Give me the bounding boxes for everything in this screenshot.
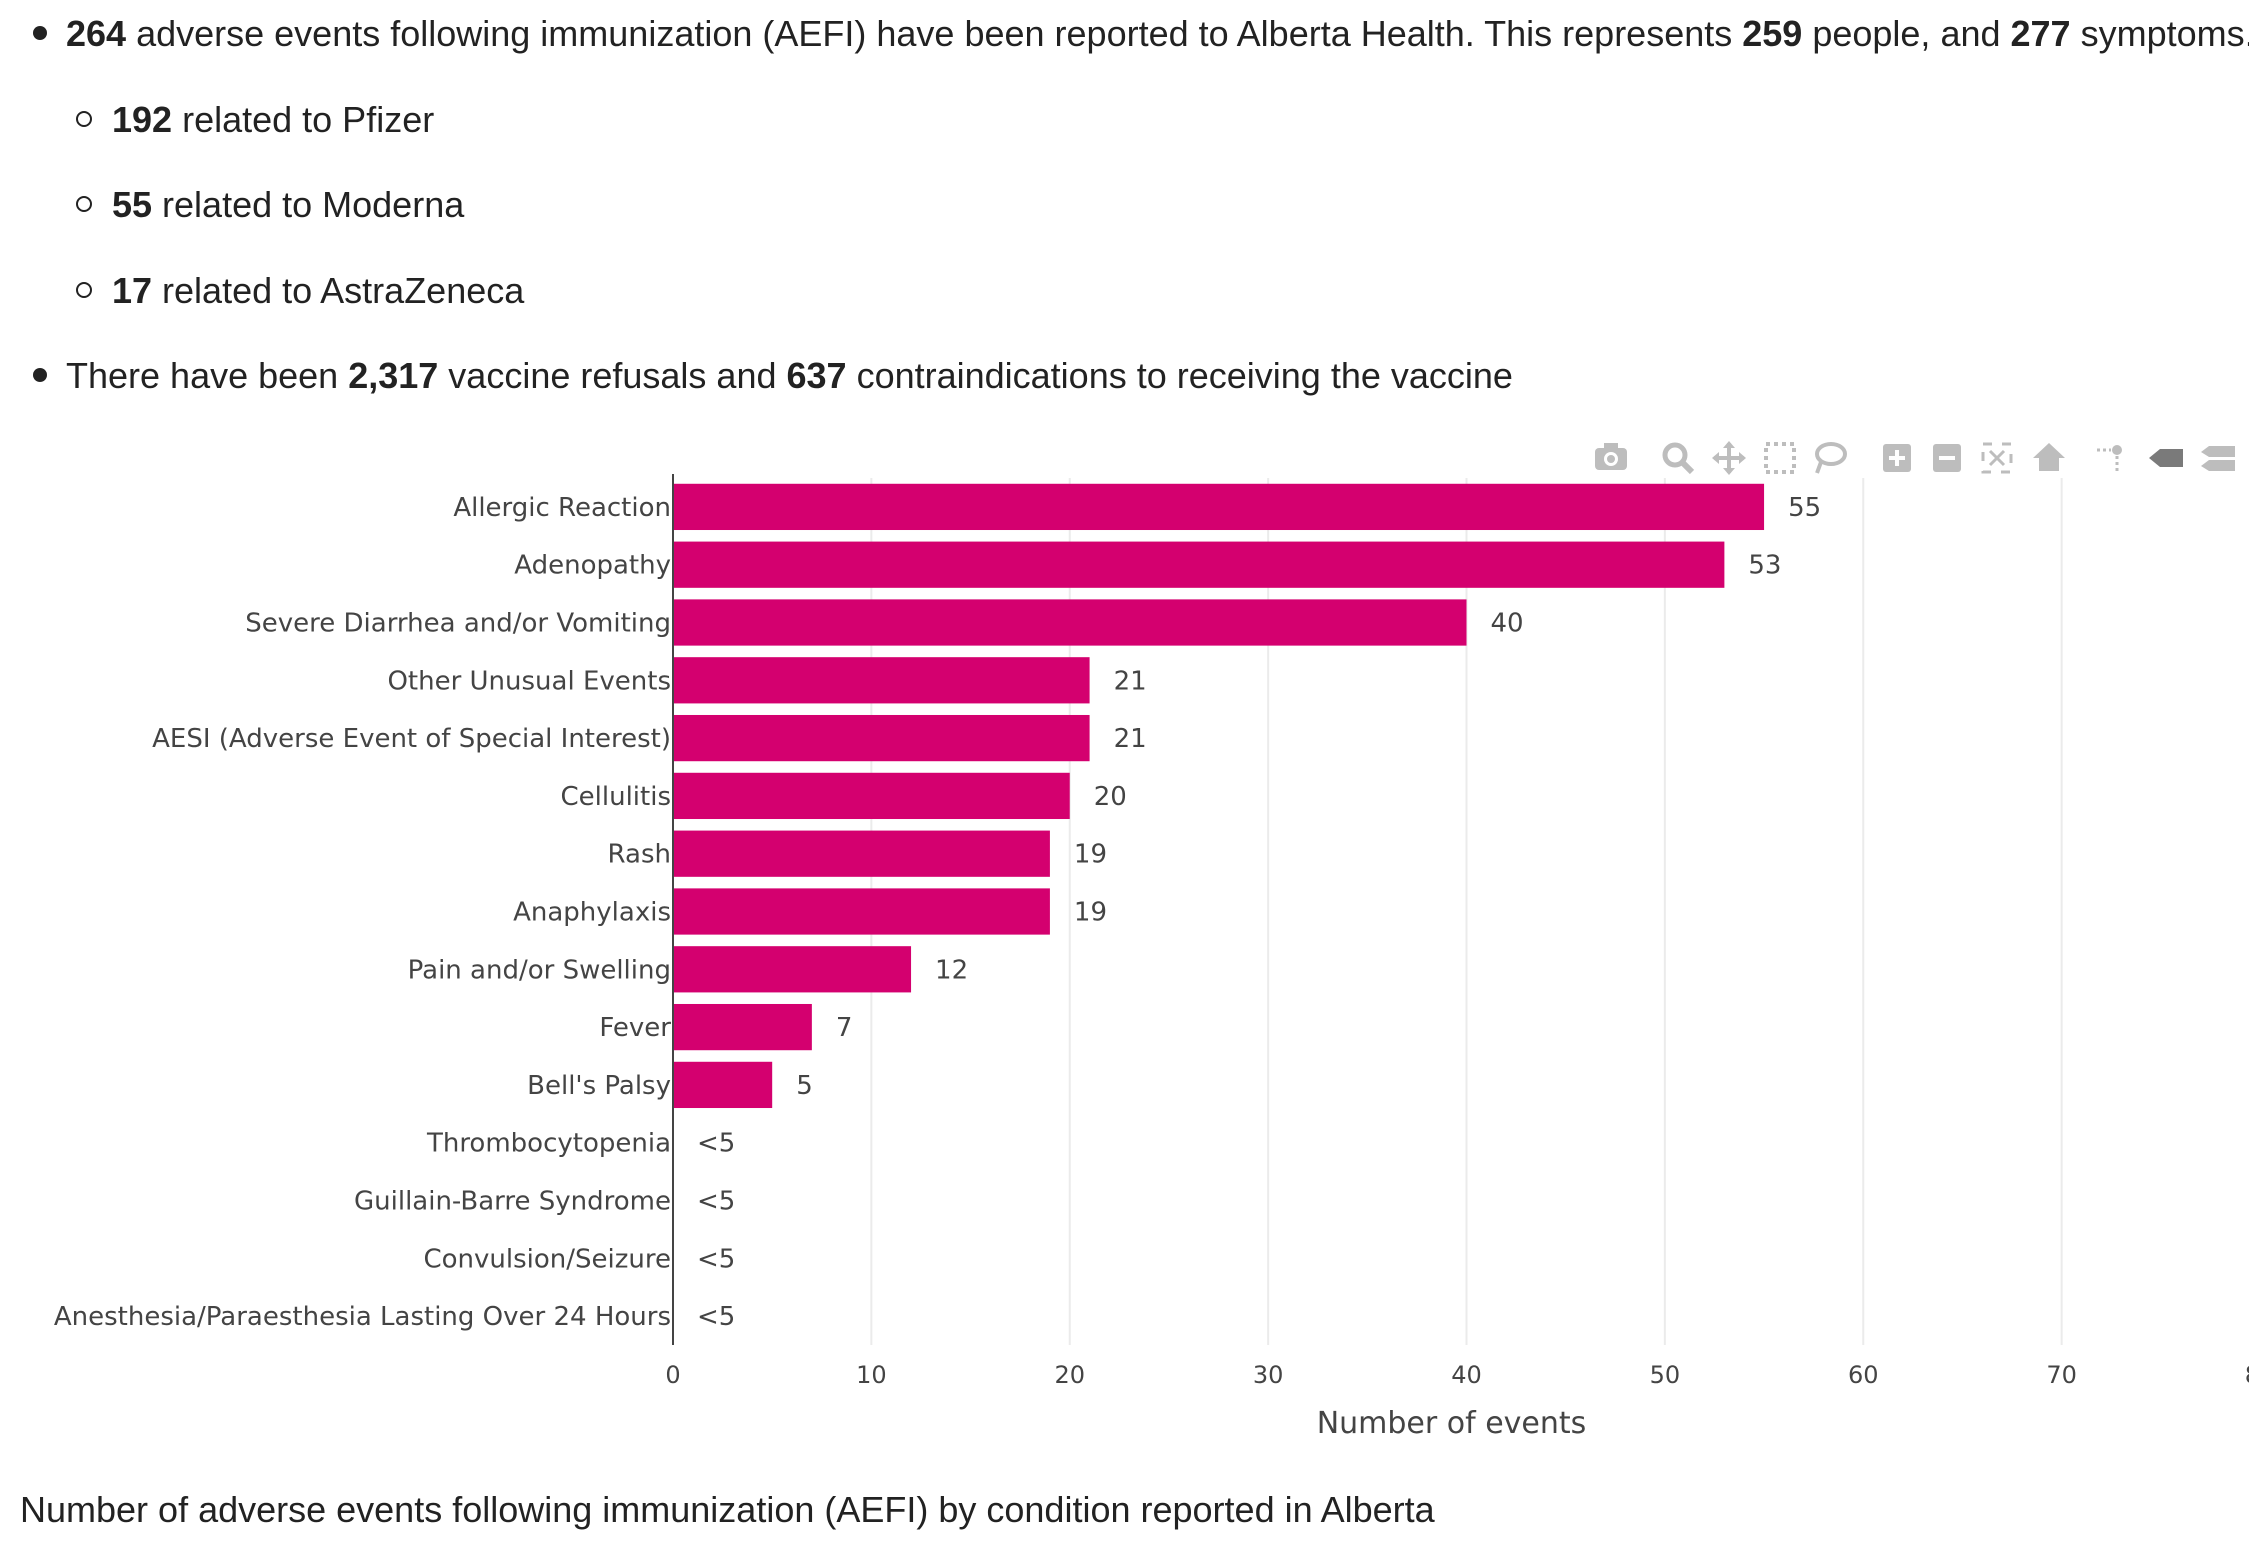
reset-axes-icon[interactable]	[2033, 443, 2065, 471]
category-label: Anaphylaxis	[513, 898, 671, 928]
aefi-summary-line: 264 adverse events following immunizatio…	[66, 14, 2249, 54]
x-tick-label: 60	[1848, 1361, 1879, 1389]
camera-icon[interactable]	[1595, 443, 1627, 470]
moderna-text: related to Moderna	[152, 184, 465, 225]
moderna-count: 55	[112, 184, 153, 225]
bar[interactable]	[673, 1061, 773, 1109]
bar-value-label: 19	[1074, 840, 1107, 870]
sub-bullet-circle	[76, 282, 92, 298]
pfizer-text: related to Pfizer	[172, 99, 435, 140]
bar[interactable]	[673, 599, 1467, 646]
category-label: AESI (Adverse Event of Special Interest)	[152, 724, 671, 754]
category-label: Guillain-Barre Syndrome	[354, 1187, 671, 1217]
category-label: Bell's Palsy	[527, 1071, 671, 1101]
category-label: Other Unusual Events	[387, 666, 671, 696]
bar-value-label: <5	[697, 1187, 735, 1217]
hover-closest-icon[interactable]	[2149, 449, 2183, 467]
zoom-out-icon[interactable]	[1933, 444, 1961, 472]
lasso-select-icon[interactable]	[1815, 442, 1847, 474]
bar[interactable]	[673, 946, 912, 993]
astrazeneca-count: 17	[112, 270, 153, 311]
category-label: Rash	[608, 840, 671, 870]
refusal-summary-line: There have been 2,317 vaccine refusals a…	[66, 356, 1513, 396]
category-label: Severe Diarrhea and/or Vomiting	[245, 609, 671, 639]
bar-value-label: 5	[796, 1071, 813, 1101]
bar-value-label: 40	[1491, 609, 1524, 639]
x-axis-title: Number of events	[1317, 1406, 1587, 1441]
sub-bullet-circle	[76, 111, 92, 127]
bars	[673, 483, 1765, 1109]
spike-lines-icon[interactable]	[2097, 445, 2122, 472]
bar[interactable]	[673, 830, 1050, 877]
bar[interactable]	[673, 714, 1090, 762]
x-tick-label: 30	[1253, 1361, 1284, 1389]
bar[interactable]	[673, 888, 1050, 935]
category-label: Fever	[599, 1013, 671, 1043]
box-select-icon[interactable]	[1764, 442, 1796, 474]
category-label: Thrombocytopenia	[426, 1129, 671, 1159]
sub-item-pfizer: 192 related to Pfizer	[112, 100, 434, 140]
aefi-count: 264	[66, 13, 127, 54]
x-tick-label: 0	[665, 1361, 680, 1389]
bullet-dot	[33, 368, 47, 382]
pfizer-count: 192	[112, 99, 173, 140]
hover-compare-icon[interactable]	[2201, 446, 2235, 471]
chart-toolbar	[1595, 441, 2235, 475]
sub-item-moderna: 55 related to Moderna	[112, 185, 464, 225]
bar-value-label: 55	[1788, 493, 1821, 523]
bar-value-label: 7	[836, 1013, 853, 1043]
bullet-dot	[33, 26, 47, 40]
bar-value-label: 21	[1114, 724, 1147, 754]
bar[interactable]	[673, 483, 1765, 531]
bar[interactable]	[673, 541, 1725, 588]
category-label: Anesthesia/Paraesthesia Lasting Over 24 …	[54, 1302, 671, 1332]
bar-value-label: <5	[697, 1302, 735, 1332]
pan-icon[interactable]	[1712, 441, 1746, 475]
autoscale-icon[interactable]	[1981, 442, 2013, 474]
bar[interactable]	[673, 1003, 812, 1051]
category-label: Cellulitis	[561, 782, 672, 812]
aefi-text: people, and	[1802, 13, 2011, 54]
sub-bullet-circle	[76, 196, 92, 212]
aefi-text: adverse events following immunization (A…	[126, 13, 1743, 54]
sub-item-astrazeneca: 17 related to AstraZeneca	[112, 271, 524, 311]
aefi-text: symptoms.	[2070, 13, 2249, 54]
astrazeneca-text: related to AstraZeneca	[152, 270, 525, 311]
x-tick-labels: 0 10 20 30 40 50 60 70 80	[665, 1361, 2249, 1389]
bar-value-label: 20	[1094, 782, 1127, 812]
x-tick-label: 10	[856, 1361, 887, 1389]
refusal-text: There have been	[66, 355, 349, 396]
x-tick-label: 80	[2245, 1361, 2249, 1389]
bar-value-label: 53	[1748, 551, 1781, 581]
x-tick-label: 20	[1054, 1361, 1085, 1389]
category-labels: Allergic Reaction Adenopathy Severe Diarrh…	[54, 493, 671, 1332]
bar[interactable]	[673, 772, 1070, 820]
x-tick-label: 70	[2046, 1361, 2077, 1389]
category-label: Allergic Reaction	[453, 493, 671, 523]
zoom-icon[interactable]	[1662, 442, 1695, 475]
x-tick-label: 50	[1650, 1361, 1681, 1389]
bar-value-label: 12	[935, 955, 968, 985]
bar-value-label: 21	[1114, 666, 1147, 696]
refusal-text: vaccine refusals and	[438, 355, 787, 396]
contraindication-count: 637	[786, 355, 847, 396]
x-tick-label: 40	[1451, 1361, 1482, 1389]
people-count: 259	[1742, 13, 1803, 54]
refusal-count: 2,317	[348, 355, 439, 396]
bar[interactable]	[673, 657, 1090, 704]
symptom-count: 277	[2010, 13, 2071, 54]
category-label: Adenopathy	[514, 551, 671, 581]
bar-value-label: <5	[697, 1129, 735, 1159]
category-label: Convulsion/Seizure	[423, 1244, 671, 1274]
zoom-in-icon[interactable]	[1883, 444, 1911, 472]
bar-value-label: <5	[697, 1244, 735, 1274]
chart-caption: Number of adverse events following immun…	[20, 1489, 1435, 1530]
bar-value-label: 19	[1074, 898, 1107, 928]
category-label: Pain and/or Swelling	[408, 955, 671, 985]
refusal-text: contraindications to receiving the vacci…	[846, 355, 1513, 396]
